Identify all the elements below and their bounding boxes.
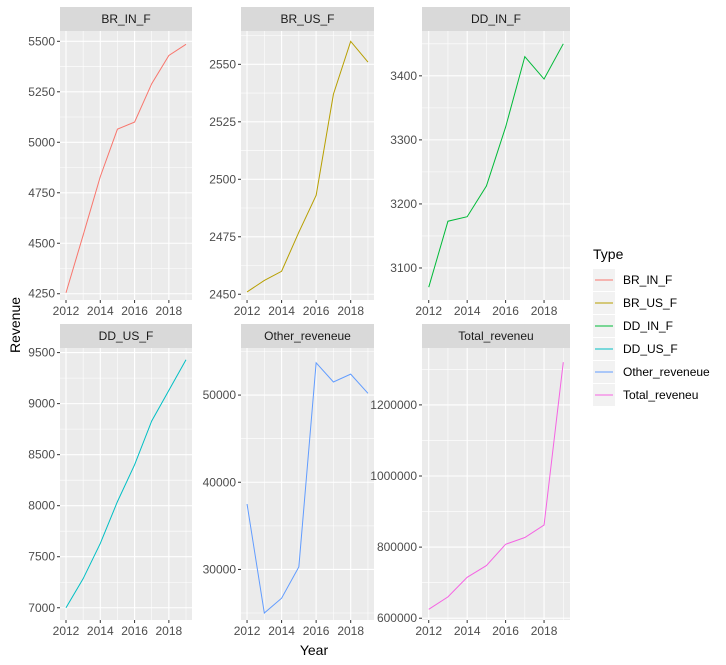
x-tick-label: 2016: [492, 304, 519, 318]
y-tick-label: 3300: [390, 133, 417, 147]
y-tick-label: 2550: [209, 57, 236, 71]
facet-strip: [422, 324, 570, 348]
series-line-BR_IN_F: [65, 43, 187, 293]
legend-label: DD_US_F: [623, 342, 678, 356]
y-tick-label: 50000: [203, 388, 237, 402]
x-tick-label: 2012: [415, 304, 442, 318]
x-tick-label: 2014: [87, 624, 114, 638]
facet-strip: [60, 324, 192, 348]
facet-strip-label: Other_reveneue: [264, 329, 351, 343]
facet-strip: [422, 7, 570, 31]
x-tick-label: 2018: [156, 624, 183, 638]
x-tick-label: 2018: [531, 304, 558, 318]
panel-background: [241, 348, 374, 620]
facet-BR_US_F: BR_US_F 2012 2014 2016 2018 2450 2475 2500 2525 2…: [209, 7, 374, 318]
y-tick-label: 7000: [28, 601, 55, 615]
y-tick-label: 2525: [209, 115, 236, 129]
y-tick-label: 8000: [28, 499, 55, 513]
y-tick-label: 3400: [390, 69, 417, 83]
facet-DD_US_F: DD_US_F 2012 2014 2016 2018 7000 7500 8000 8500 9…: [28, 324, 192, 638]
y-tick-label: 600000: [377, 611, 417, 625]
facet-strip-label: DD_US_F: [99, 329, 154, 343]
facet-strip-label: BR_US_F: [280, 12, 334, 26]
y-tick-label: 4250: [28, 287, 55, 301]
y-tick-label: 800000: [377, 540, 417, 554]
facet-strip: [241, 7, 374, 31]
legend-item: Other_reveneue: [593, 361, 710, 383]
legend-item: Total_reveneu: [593, 384, 698, 406]
y-tick-label: 9000: [28, 397, 55, 411]
legend-title: Type: [593, 246, 624, 262]
x-tick-label: 2016: [303, 624, 330, 638]
x-tick-label: 2014: [454, 624, 481, 638]
facet-BR_IN_F: BR_IN_F 2012 2014 2016 2018 4250 4500 4750 5000 5…: [28, 7, 192, 318]
legend-item: BR_US_F: [593, 292, 677, 314]
x-tick-label: 2014: [87, 304, 114, 318]
x-tick-label: 2014: [268, 624, 295, 638]
x-tick-label: 2016: [121, 624, 148, 638]
facet-strip: [241, 324, 374, 348]
facet-Total_reveneu: Total_reveneu 2012 2014 2016 2018 600000 80000…: [370, 324, 570, 638]
x-tick-label: 2018: [156, 304, 183, 318]
y-axis-title: Revenue: [7, 297, 23, 353]
x-tick-label: 2014: [454, 304, 481, 318]
y-tick-label: 2450: [209, 287, 236, 301]
y-tick-label: 5250: [28, 85, 55, 99]
series-line-Total_reveneu: [428, 362, 564, 610]
y-tick-label: 3100: [390, 261, 417, 275]
y-tick-label: 7500: [28, 550, 55, 564]
series-line-DD_US_F: [65, 359, 187, 609]
x-tick-label: 2012: [234, 304, 261, 318]
series-line-Other_reveneue: [246, 361, 369, 614]
y-tick-label: 2475: [209, 230, 236, 244]
x-tick-label: 2018: [531, 624, 558, 638]
y-tick-label: 4750: [28, 186, 55, 200]
series-line-DD_IN_F: [428, 43, 564, 288]
x-axis-title: Year: [300, 642, 329, 658]
facet-strip-label: DD_IN_F: [471, 12, 521, 26]
x-tick-label: 2018: [337, 624, 364, 638]
x-tick-label: 2018: [337, 304, 364, 318]
panel-background: [241, 31, 374, 300]
y-tick-label: 5000: [28, 135, 55, 149]
y-tick-label: 5500: [28, 34, 55, 48]
panel-background: [422, 348, 570, 620]
y-tick-label: 3200: [390, 197, 417, 211]
legend-item: BR_IN_F: [593, 269, 672, 291]
facet-strip-label: BR_IN_F: [101, 12, 150, 26]
x-tick-label: 2016: [492, 624, 519, 638]
x-tick-label: 2014: [268, 304, 295, 318]
y-tick-label: 4500: [28, 236, 55, 250]
panel-background: [60, 31, 192, 300]
x-tick-label: 2012: [53, 304, 80, 318]
legend-label: BR_US_F: [623, 296, 677, 310]
y-tick-label: 9500: [28, 346, 55, 360]
facet-strip: [60, 7, 192, 31]
facet-panels: BR_IN_F 2012 2014 2016 2018 4250 4500 4750 5000 5…: [28, 7, 570, 638]
y-tick-label: 40000: [203, 475, 237, 489]
facet-Other_reveneue: Other_reveneue 2012 2014 2016 2018 30000 40000…: [203, 324, 374, 638]
facet-DD_IN_F: DD_IN_F 2012 2014 2016 2018 3100 3200 3300 3400: [390, 7, 570, 318]
legend-label: Total_reveneu: [623, 388, 698, 402]
x-tick-label: 2016: [303, 304, 330, 318]
y-tick-label: 1000000: [370, 469, 417, 483]
x-tick-label: 2012: [415, 624, 442, 638]
legend: Type BR_IN_F BR_US_F DD_IN_F DD_US_F Other_r…: [593, 246, 710, 406]
legend-label: BR_IN_F: [623, 273, 672, 287]
y-tick-label: 8500: [28, 448, 55, 462]
legend-label: Other_reveneue: [623, 365, 710, 379]
x-tick-label: 2012: [53, 624, 80, 638]
y-tick-label: 2500: [209, 172, 236, 186]
legend-label: DD_IN_F: [623, 319, 673, 333]
y-tick-label: 1200000: [370, 398, 417, 412]
x-tick-label: 2016: [121, 304, 148, 318]
y-tick-label: 30000: [203, 562, 237, 576]
x-tick-label: 2012: [234, 624, 261, 638]
series-line-BR_US_F: [246, 40, 369, 293]
legend-item: DD_US_F: [593, 338, 678, 360]
legend-item: DD_IN_F: [593, 315, 673, 337]
facet-strip-label: Total_reveneu: [458, 329, 533, 343]
